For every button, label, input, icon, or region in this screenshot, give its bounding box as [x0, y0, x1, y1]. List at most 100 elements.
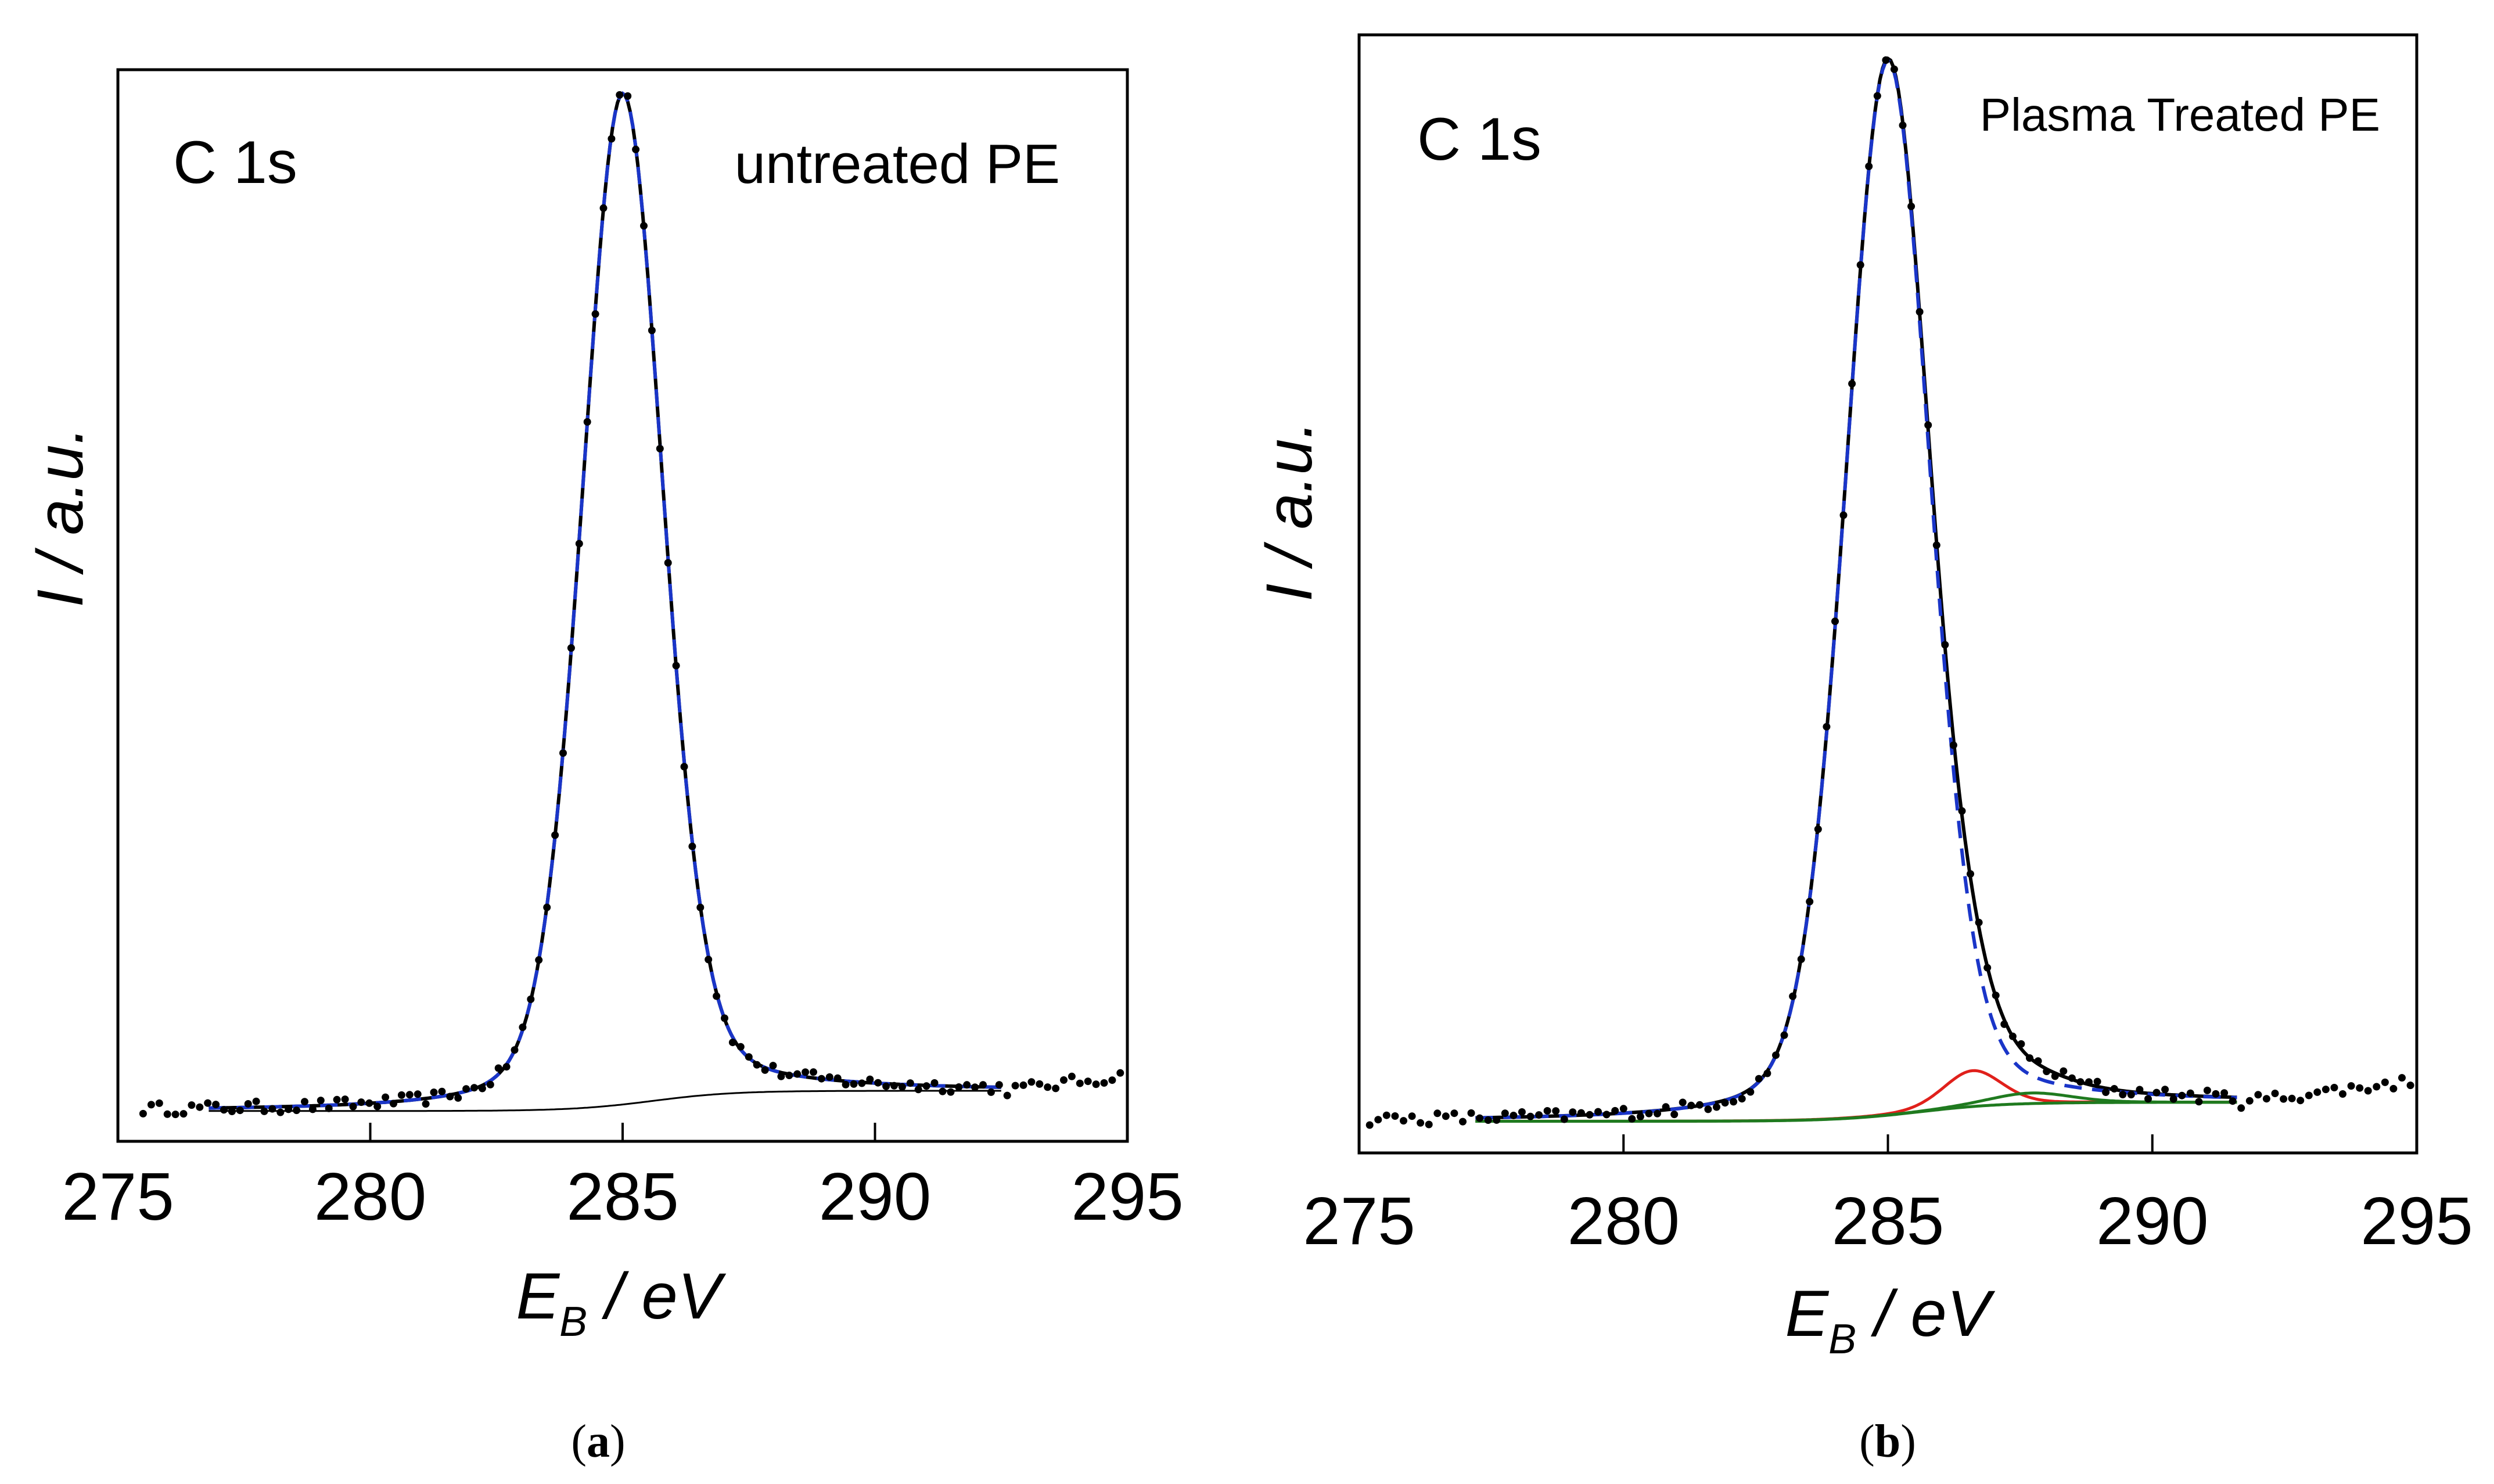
- panel-b-data-point: [1417, 1119, 1425, 1127]
- panel-b-data-point: [1645, 1109, 1653, 1118]
- panel-a: C 1s untreated PE 275 280 285 290 295 EB…: [24, 68, 1184, 1467]
- panel-a-data-point: [971, 1083, 979, 1091]
- panel-a-data-point: [995, 1081, 1003, 1089]
- panel-a-data-point: [567, 644, 575, 652]
- panel-a-data-point: [608, 135, 616, 143]
- panel-b-data-point: [1382, 1111, 1390, 1119]
- panel-a-data-point: [188, 1101, 196, 1109]
- panel-a-data-point: [171, 1111, 179, 1119]
- panel-b-data-point: [2389, 1084, 2398, 1093]
- panel-b-data-point: [1467, 1109, 1475, 1117]
- panel-a-data-point: [810, 1068, 817, 1076]
- panel-b-data-point: [1873, 92, 1881, 100]
- panel-a-data-point: [228, 1108, 236, 1115]
- panel-a-data-point: [955, 1083, 963, 1091]
- panel-b-data-point: [1932, 541, 1940, 549]
- panel-a-data-point: [357, 1098, 365, 1106]
- panel-a-data-point: [736, 1043, 745, 1051]
- panel-b-data-point: [1823, 723, 1831, 731]
- panel-a-data-point: [454, 1094, 462, 1102]
- panel-a-data-point: [882, 1082, 890, 1090]
- panel-a-data-point: [252, 1097, 260, 1105]
- panel-a-x-axis-unit: / eV: [587, 1260, 727, 1332]
- panel-a-data-point: [793, 1070, 802, 1078]
- panel-a-data-point: [1044, 1083, 1052, 1091]
- panel-b-data-point: [1704, 1105, 1712, 1113]
- panel-a-data-point: [745, 1053, 753, 1061]
- panel-b-data-point: [1746, 1088, 1755, 1096]
- panel-b-data-point: [1806, 897, 1814, 906]
- panel-a-data-point: [761, 1066, 769, 1074]
- panel-a-data-point: [616, 91, 624, 99]
- panel-a-data-point: [139, 1109, 147, 1118]
- panel-b-data-point: [1586, 1111, 1594, 1119]
- panel-a-x-axis-subscript: B: [559, 1299, 587, 1345]
- panel-b-data-point: [1975, 918, 1983, 926]
- panel-a-y-axis-label: I / a.u.: [24, 426, 96, 607]
- panel-b-data-point: [1789, 992, 1797, 1000]
- panel-b-data-point: [1654, 1109, 1661, 1118]
- panel-a-data-point: [728, 1039, 736, 1047]
- panel-a-data-point: [713, 992, 721, 1000]
- panel-a-data-point: [308, 1105, 317, 1113]
- panel-a-data-point: [502, 1063, 511, 1071]
- panel-a-data-point: [527, 995, 535, 1003]
- panel-a-data-point: [785, 1072, 793, 1079]
- panel-a-data-point: [922, 1082, 930, 1090]
- panel-b-x-tick-labels: 275 280 285 290 295: [1303, 1183, 2473, 1259]
- panel-b-data-point: [2305, 1091, 2313, 1099]
- panel-b-data-point: [1797, 955, 1805, 963]
- panel-a-data-point: [478, 1084, 486, 1093]
- panel-b-caption-letter: b: [1875, 1416, 1901, 1467]
- panel-b-data-point: [2280, 1095, 2288, 1103]
- panel-a-data-point: [543, 903, 551, 911]
- panel-a-data-point: [963, 1081, 971, 1089]
- panel-b-x-ticks: [1358, 1134, 2418, 1153]
- panel-a-data-point: [293, 1106, 301, 1115]
- panel-b-data-point: [2245, 1097, 2254, 1105]
- panel-b: C 1s Plasma Treated PE 275 280 285 290 2…: [1253, 33, 2473, 1467]
- panel-a-data-point: [285, 1105, 293, 1113]
- panel-b-data-point: [1518, 1108, 1526, 1116]
- panel-a-x-tick-label: 275: [62, 1159, 174, 1234]
- panel-b-data-point: [1425, 1120, 1433, 1129]
- panel-a-data-point: [365, 1099, 373, 1107]
- panel-b-data-point: [2212, 1090, 2220, 1098]
- panel-b-data-point: [1628, 1115, 1636, 1123]
- panel-b-data-point: [2034, 1057, 2042, 1065]
- panel-b-data-point: [1890, 65, 1898, 73]
- panel-a-data-point: [196, 1103, 204, 1111]
- panel-a-series-background: [209, 1090, 1001, 1112]
- panel-a-data-point: [1084, 1077, 1092, 1086]
- panel-b-data-point: [2313, 1088, 2321, 1096]
- panel-b-data-point: [2237, 1104, 2245, 1112]
- panel-a-data-point: [373, 1102, 382, 1111]
- panel-a-data-point: [486, 1080, 494, 1088]
- panel-a-data-point: [325, 1104, 333, 1112]
- panel-a-data-point: [244, 1100, 252, 1108]
- panel-a-data-point: [680, 763, 688, 771]
- panel-b-data-point: [1983, 964, 1992, 972]
- panel-b-data-point: [1856, 261, 1864, 269]
- panel-b-data-point: [1839, 511, 1848, 519]
- panel-a-data-point: [930, 1079, 939, 1087]
- panel-b-data-point: [2220, 1089, 2229, 1097]
- panel-a-data-point: [551, 831, 559, 839]
- panel-a-data-point: [672, 662, 680, 670]
- panel-b-data-point: [1636, 1112, 1644, 1120]
- panel-b-data-layer: [1365, 56, 2414, 1129]
- panel-a-x-axis-symbol: E: [516, 1260, 560, 1332]
- panel-b-data-point: [1730, 1098, 1738, 1106]
- panel-b-data-point: [1552, 1107, 1560, 1115]
- panel-b-data-point: [2321, 1086, 2330, 1094]
- panel-b-data-point: [1391, 1112, 1399, 1120]
- panel-a-data-point: [987, 1088, 995, 1096]
- panel-a-data-point: [914, 1086, 922, 1094]
- panel-b-data-point: [1907, 202, 1916, 210]
- panel-b-data-point: [2373, 1083, 2381, 1091]
- panel-a-x-tick-label: 285: [566, 1159, 679, 1234]
- panel-a-data-point: [1076, 1079, 1084, 1087]
- panel-a-data-point: [624, 92, 632, 100]
- panel-a-data-point: [656, 444, 664, 452]
- panel-b-data-point: [1543, 1107, 1551, 1115]
